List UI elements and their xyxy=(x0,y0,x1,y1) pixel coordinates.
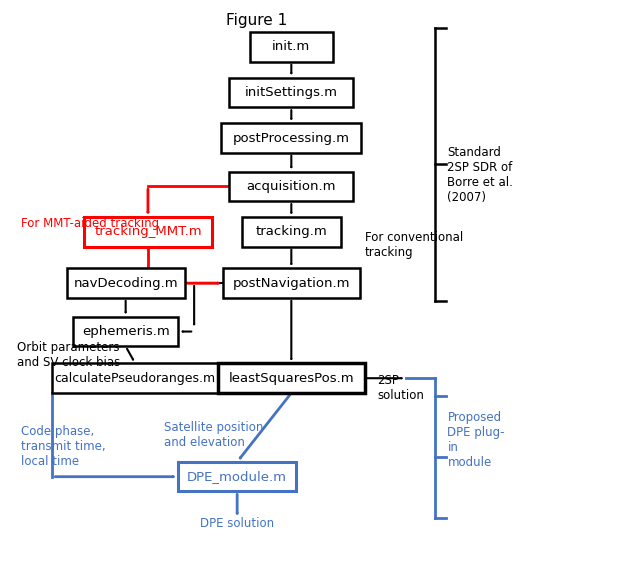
FancyBboxPatch shape xyxy=(223,268,360,298)
Text: Proposed
DPE plug-
in
module: Proposed DPE plug- in module xyxy=(447,411,505,468)
Text: init.m: init.m xyxy=(272,41,310,53)
FancyBboxPatch shape xyxy=(67,268,184,298)
FancyBboxPatch shape xyxy=(52,363,218,393)
Text: For MMT-aided tracking: For MMT-aided tracking xyxy=(20,217,159,230)
Text: DPE_module.m: DPE_module.m xyxy=(187,470,287,483)
Text: tracking_MMT.m: tracking_MMT.m xyxy=(94,225,202,239)
Text: acquisition.m: acquisition.m xyxy=(246,180,336,193)
FancyBboxPatch shape xyxy=(242,217,340,247)
Text: For conventional
tracking: For conventional tracking xyxy=(365,231,463,259)
Text: postProcessing.m: postProcessing.m xyxy=(233,132,350,145)
Text: calculatePseudoranges.m: calculatePseudoranges.m xyxy=(54,372,216,385)
FancyBboxPatch shape xyxy=(221,123,362,153)
FancyBboxPatch shape xyxy=(250,32,333,62)
FancyBboxPatch shape xyxy=(73,317,178,346)
Text: leastSquaresPos.m: leastSquaresPos.m xyxy=(228,372,354,385)
Text: ephemeris.m: ephemeris.m xyxy=(82,325,170,338)
Text: postNavigation.m: postNavigation.m xyxy=(232,277,350,289)
Text: Orbit parameters
and SV clock bias: Orbit parameters and SV clock bias xyxy=(17,341,120,370)
Text: tracking.m: tracking.m xyxy=(255,225,327,239)
Text: DPE solution: DPE solution xyxy=(200,518,274,530)
Text: initSettings.m: initSettings.m xyxy=(245,86,338,99)
FancyBboxPatch shape xyxy=(218,363,365,393)
Text: Satellite position
and elevation: Satellite position and elevation xyxy=(164,421,263,449)
FancyBboxPatch shape xyxy=(178,462,296,491)
FancyBboxPatch shape xyxy=(84,217,212,247)
Text: 2SP
solution: 2SP solution xyxy=(378,375,424,403)
Text: navDecoding.m: navDecoding.m xyxy=(74,277,178,289)
Text: Code phase,
transmit time,
local time: Code phase, transmit time, local time xyxy=(20,425,105,468)
FancyBboxPatch shape xyxy=(229,78,353,108)
Text: Standard
2SP SDR of
Borre et al.
(2007): Standard 2SP SDR of Borre et al. (2007) xyxy=(447,146,513,204)
FancyBboxPatch shape xyxy=(229,172,353,201)
Text: Figure 1: Figure 1 xyxy=(226,13,287,28)
